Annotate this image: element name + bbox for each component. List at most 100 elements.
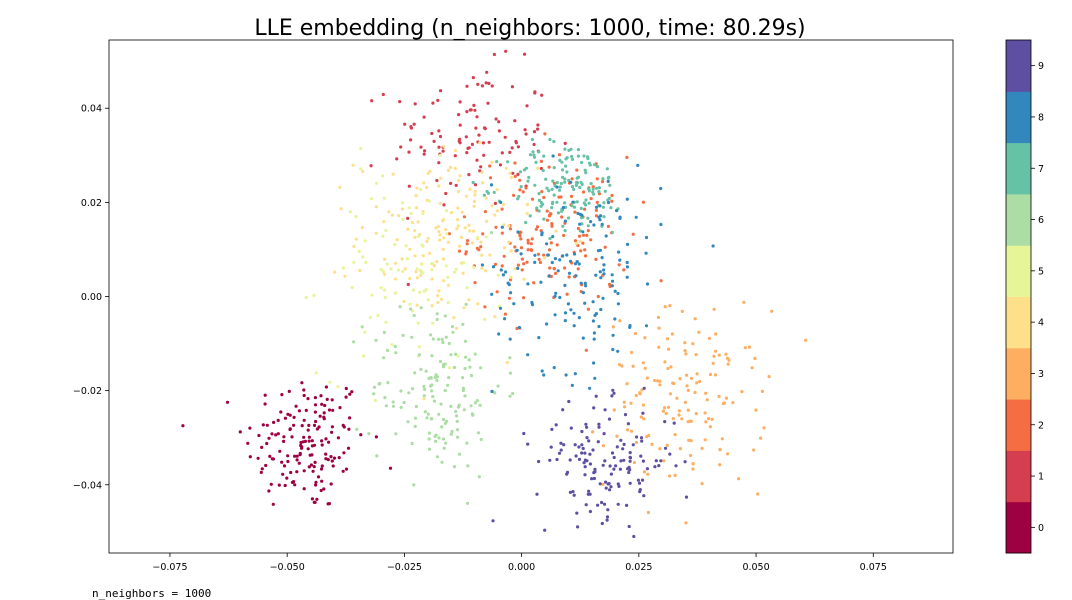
scatter-point-6: [469, 404, 473, 408]
scatter-point-0: [260, 445, 264, 449]
scatter-point-8: [563, 319, 567, 323]
scatter-point-3: [646, 510, 651, 515]
scatter-point-6: [352, 340, 356, 344]
scatter-point-5: [304, 296, 308, 300]
scatter-point-3: [642, 417, 646, 421]
scatter-point-6: [431, 337, 435, 341]
scatter-point-4: [502, 223, 506, 227]
scatter-point-9: [642, 386, 646, 390]
scatter-point-0: [314, 483, 318, 487]
scatter-point-4: [440, 297, 444, 301]
scatter-point-6: [456, 435, 460, 439]
scatter-point-8: [564, 373, 568, 377]
scatter-point-6: [440, 460, 444, 464]
scatter-point-5: [401, 269, 405, 273]
scatter-point-0: [311, 469, 315, 473]
scatter-point-1: [431, 101, 435, 105]
scatter-point-4: [426, 236, 430, 240]
scatter-point-9: [596, 440, 600, 444]
scatter-point-9: [607, 417, 612, 421]
scatter-point-9: [592, 476, 597, 481]
scatter-point-5: [379, 286, 383, 290]
scatter-point-7: [565, 156, 569, 160]
scatter-point-0: [320, 443, 324, 447]
scatter-point-9: [628, 481, 632, 485]
scatter-point-6: [427, 447, 432, 451]
scatter-point-5: [357, 249, 361, 253]
scatter-point-3: [673, 433, 677, 437]
scatter-point-5: [454, 267, 458, 271]
scatter-point-0: [282, 435, 286, 439]
scatter-point-6: [419, 367, 423, 371]
scatter-point-9: [548, 458, 552, 462]
scatter-point-2: [555, 243, 559, 247]
scatter-point-9: [622, 458, 626, 462]
scatter-point-4: [361, 169, 365, 173]
scatter-point-6: [414, 404, 418, 409]
scatter-point-9: [668, 452, 672, 456]
scatter-point-9: [618, 467, 623, 471]
scatter-point-7: [603, 189, 607, 193]
scatter-point-8: [546, 253, 550, 257]
scatter-point-3: [672, 381, 676, 386]
scatter-point-2: [641, 200, 646, 204]
scatter-point-1: [464, 135, 468, 139]
y-tick-label: −0.04: [73, 480, 102, 491]
scatter-point-1: [475, 158, 479, 162]
scatter-point-1: [432, 139, 436, 143]
scatter-point-1: [478, 169, 482, 173]
scatter-point-0: [331, 464, 335, 468]
scatter-point-7: [602, 201, 606, 205]
scatter-point-8: [570, 383, 574, 387]
colorbar-tick-label: 3: [1038, 369, 1044, 380]
colorbar-segment-8: [1006, 91, 1031, 144]
scatter-point-8: [597, 324, 601, 329]
scatter-point-9: [625, 503, 629, 507]
scatter-points: [181, 49, 808, 539]
scatter-point-4: [413, 254, 417, 258]
scatter-point-8: [616, 302, 621, 306]
scatter-point-9: [672, 421, 676, 425]
y-tick-label: 0.00: [81, 292, 102, 303]
scatter-point-0: [286, 454, 290, 458]
scatter-point-8: [577, 316, 581, 320]
scatter-point-9: [537, 459, 541, 464]
scatter-point-4: [467, 298, 471, 302]
scatter-point-1: [474, 126, 478, 130]
scatter-point-5: [341, 266, 345, 270]
scatter-point-8: [577, 262, 581, 266]
colorbar: 0 1 2 3 4 5 6 7 8 9: [1005, 39, 1044, 554]
scatter-point-6: [391, 400, 395, 404]
scatter-point-5: [359, 146, 363, 151]
scatter-point-2: [547, 165, 551, 169]
scatter-point-5: [408, 302, 412, 306]
scatter-point-6: [410, 441, 414, 446]
scatter-point-4: [441, 257, 446, 261]
scatter-point-9: [641, 411, 645, 415]
scatter-point-6: [462, 408, 466, 412]
scatter-point-0: [310, 497, 314, 501]
scatter-point-9: [543, 528, 547, 532]
scatter-point-4: [457, 178, 461, 183]
scatter-point-4: [425, 185, 429, 190]
scatter-point-7: [551, 200, 555, 204]
scatter-point-4: [495, 188, 499, 192]
scatter-point-1: [532, 142, 536, 147]
colorbar-tick-label: 5: [1038, 266, 1044, 277]
scatter-point-3: [698, 379, 702, 384]
scatter-point-0: [299, 440, 303, 445]
scatter-point-9: [606, 482, 610, 486]
scatter-point-2: [540, 190, 544, 194]
scatter-point-1: [438, 134, 443, 139]
scatter-point-0: [238, 430, 242, 434]
scatter-point-0: [246, 441, 250, 445]
scatter-point-9: [601, 463, 605, 467]
scatter-point-4: [419, 273, 423, 277]
scatter-point-9: [642, 494, 646, 498]
scatter-point-5: [348, 210, 352, 214]
scatter-point-9: [582, 461, 586, 465]
scatter-point-6: [434, 373, 438, 377]
scatter-point-4: [536, 166, 540, 170]
scatter-point-2: [519, 246, 524, 250]
scatter-point-9: [557, 451, 562, 455]
